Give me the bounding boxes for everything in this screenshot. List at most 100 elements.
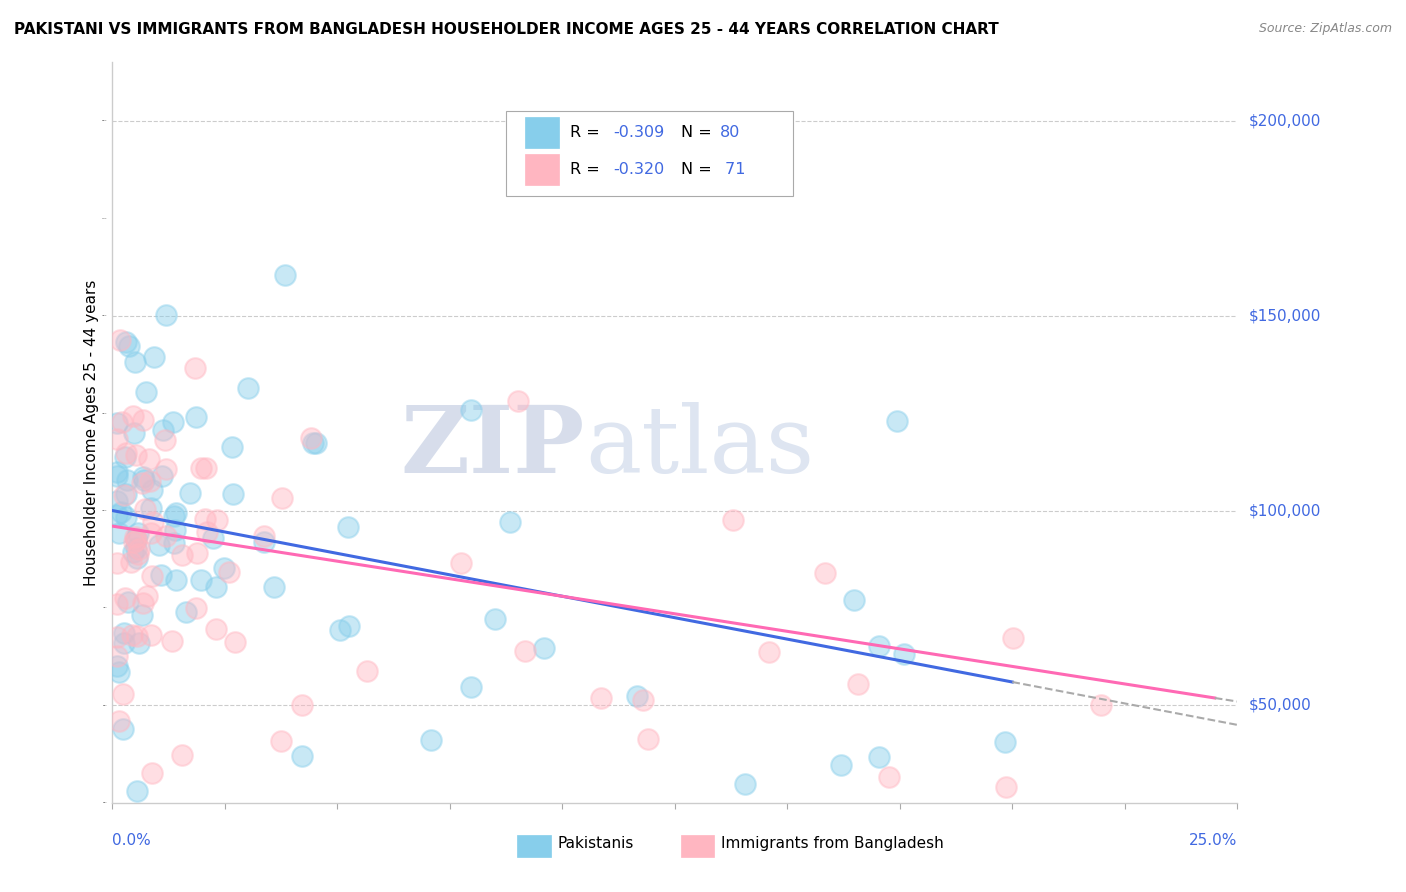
Point — [124, 355, 146, 369]
Text: Source: ZipAtlas.com: Source: ZipAtlas.com — [1258, 22, 1392, 36]
FancyBboxPatch shape — [526, 154, 560, 186]
Y-axis label: Householder Income Ages 25 - 44 years: Householder Income Ages 25 - 44 years — [84, 279, 98, 586]
Point — [460, 402, 482, 417]
Point — [877, 771, 900, 785]
Point — [165, 574, 187, 588]
Point — [174, 605, 197, 619]
Point — [115, 487, 138, 501]
FancyBboxPatch shape — [681, 835, 714, 857]
Point — [132, 413, 155, 427]
Point — [893, 647, 915, 661]
Point — [163, 508, 186, 523]
Text: Immigrants from Bangladesh: Immigrants from Bangladesh — [721, 836, 943, 851]
Text: 80: 80 — [720, 125, 740, 140]
Point — [115, 510, 138, 524]
Point — [155, 308, 177, 322]
Point — [139, 526, 162, 541]
Point — [122, 534, 145, 549]
Point — [304, 435, 326, 450]
Point — [127, 629, 149, 643]
Point — [1001, 631, 1024, 645]
Point — [125, 784, 148, 798]
Text: -0.309: -0.309 — [613, 125, 664, 140]
Point — [1090, 698, 1112, 712]
Point — [291, 749, 314, 764]
Point — [111, 723, 134, 737]
Point — [122, 409, 145, 423]
Point — [112, 626, 135, 640]
Point — [224, 634, 246, 648]
Point — [132, 596, 155, 610]
Point — [105, 465, 128, 479]
Point — [460, 680, 482, 694]
Point — [138, 452, 160, 467]
Point — [111, 416, 134, 430]
Point — [184, 601, 207, 615]
Point — [299, 432, 322, 446]
Point — [205, 580, 228, 594]
Text: $150,000: $150,000 — [1249, 309, 1320, 323]
Point — [131, 475, 153, 490]
Point — [626, 689, 648, 703]
Point — [218, 565, 240, 579]
Point — [886, 414, 908, 428]
Text: 0.0%: 0.0% — [112, 833, 152, 848]
Text: $100,000: $100,000 — [1249, 503, 1320, 518]
Text: -0.320: -0.320 — [613, 162, 664, 178]
Point — [165, 506, 187, 520]
Point — [105, 648, 128, 663]
Point — [450, 556, 472, 570]
Point — [184, 409, 207, 424]
Point — [121, 628, 143, 642]
Point — [842, 593, 865, 607]
Point — [238, 381, 260, 395]
Point — [204, 622, 226, 636]
FancyBboxPatch shape — [526, 117, 560, 148]
Point — [205, 513, 228, 527]
Point — [153, 434, 176, 448]
Point — [134, 474, 156, 488]
Point — [150, 469, 173, 483]
Point — [202, 531, 225, 545]
Point — [163, 535, 186, 549]
Point — [302, 436, 325, 450]
Point — [114, 450, 136, 464]
Point — [105, 493, 128, 508]
Point — [591, 691, 613, 706]
Point — [105, 508, 128, 523]
Point — [190, 573, 212, 587]
Point — [637, 732, 659, 747]
Point — [184, 360, 207, 375]
Point — [222, 487, 245, 501]
Point — [127, 547, 149, 561]
Point — [141, 483, 163, 497]
Point — [337, 619, 360, 633]
Point — [270, 733, 292, 747]
Point — [110, 505, 132, 519]
Text: PAKISTANI VS IMMIGRANTS FROM BANGLADESH HOUSEHOLDER INCOME AGES 25 - 44 YEARS CO: PAKISTANI VS IMMIGRANTS FROM BANGLADESH … — [14, 22, 998, 37]
Point — [127, 525, 149, 540]
Point — [162, 634, 184, 648]
Point — [155, 461, 177, 475]
Point — [115, 474, 138, 488]
Point — [356, 664, 378, 678]
Point — [105, 432, 128, 446]
Text: N =: N = — [681, 162, 717, 178]
Point — [291, 698, 314, 713]
Point — [136, 589, 159, 603]
Point — [112, 487, 135, 501]
Point — [139, 501, 162, 516]
Point — [723, 513, 745, 527]
Point — [155, 529, 177, 543]
Point — [758, 644, 780, 658]
Point — [124, 530, 146, 544]
Point — [814, 566, 837, 581]
Point — [499, 515, 522, 529]
Point — [150, 567, 173, 582]
Point — [734, 777, 756, 791]
Point — [132, 470, 155, 484]
Text: 71: 71 — [720, 162, 745, 178]
Point — [995, 780, 1018, 794]
Point — [115, 335, 138, 350]
FancyBboxPatch shape — [517, 835, 551, 857]
